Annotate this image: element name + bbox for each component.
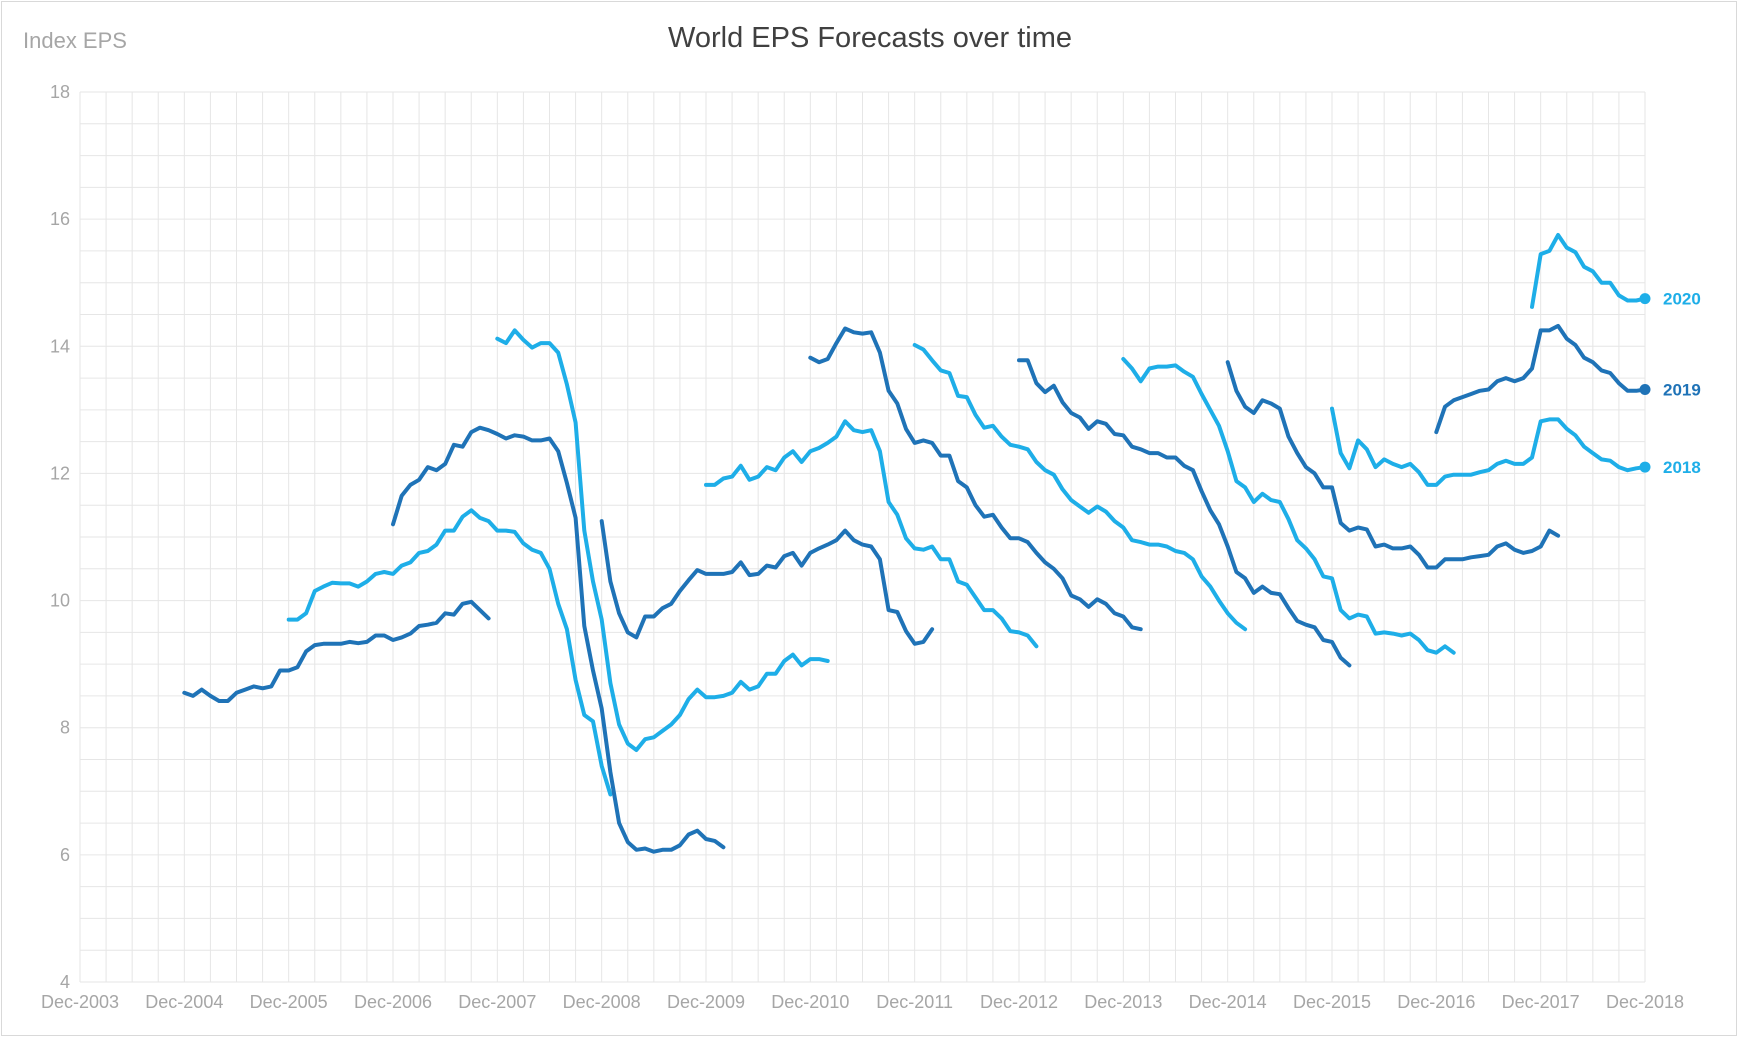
series-line-fy2017 (1434, 323, 1647, 435)
y-tick-label: 4 (60, 972, 70, 992)
x-tick-label: Dec-2015 (1293, 992, 1371, 1012)
series-line-fy2007 (391, 425, 726, 854)
y-tick-label: 8 (60, 718, 70, 738)
series-line-fy2018 (1530, 233, 1647, 309)
y-tick-label: 12 (50, 463, 70, 483)
series-line-fy2013 (1017, 358, 1352, 668)
x-tick-label: Dec-2005 (250, 992, 328, 1012)
x-axis-ticks: Dec-2003 Dec-2004 Dec-2005 Dec-2006 Dec-2007… (41, 992, 1684, 1012)
series-line-fy2008 (495, 328, 830, 752)
end-label: 2018 (1663, 458, 1701, 477)
y-tick-label: 14 (50, 336, 70, 356)
x-tick-label: Dec-2013 (1084, 992, 1162, 1012)
end-labels: 2020 2019 2018 (1639, 290, 1701, 477)
end-marker (1639, 461, 1651, 473)
x-tick-label: Dec-2018 (1606, 992, 1684, 1012)
y-tick-label: 16 (50, 209, 70, 229)
y-axis-ticks: 4 6 8 10 12 14 16 18 (50, 82, 70, 992)
series-line-fy2011 (808, 326, 1143, 632)
series-line-fy2014 (1121, 357, 1456, 655)
x-tick-label: Dec-2011 (876, 992, 953, 1012)
end-label: 2019 (1663, 381, 1701, 400)
series-line-fy2005 (182, 599, 491, 703)
x-tick-label: Dec-2012 (980, 992, 1058, 1012)
y-tick-label: 18 (50, 82, 70, 102)
x-tick-label: Dec-2008 (563, 992, 641, 1012)
chart-title: World EPS Forecasts over time (668, 22, 1072, 54)
series-line-fy2012 (912, 343, 1248, 632)
series-line-fy2010 (704, 419, 1039, 649)
y-tick-label: 6 (60, 845, 70, 865)
x-tick-label: Dec-2006 (354, 992, 432, 1012)
end-marker (1639, 384, 1651, 396)
series-lines (182, 233, 1647, 854)
x-tick-label: Dec-2010 (771, 992, 849, 1012)
x-tick-label: Dec-2017 (1502, 992, 1580, 1012)
x-tick-label: Dec-2009 (667, 992, 745, 1012)
end-marker (1639, 293, 1651, 305)
end-label: 2020 (1663, 290, 1701, 309)
x-tick-label: Dec-2004 (145, 992, 223, 1012)
series-line-fy2006 (286, 508, 613, 797)
y-axis-label: Index EPS (23, 28, 127, 53)
x-tick-label: Dec-2016 (1397, 992, 1475, 1012)
series-line-fy2016 (1330, 406, 1647, 487)
x-tick-label: Dec-2014 (1189, 992, 1267, 1012)
series-line-fy2009 (599, 519, 935, 646)
series-line-fy2015 (1225, 360, 1561, 570)
x-tick-label: Dec-2007 (458, 992, 536, 1012)
y-tick-label: 10 (50, 591, 70, 611)
x-tick-label: Dec-2003 (41, 992, 119, 1012)
gridlines (79, 91, 1646, 983)
